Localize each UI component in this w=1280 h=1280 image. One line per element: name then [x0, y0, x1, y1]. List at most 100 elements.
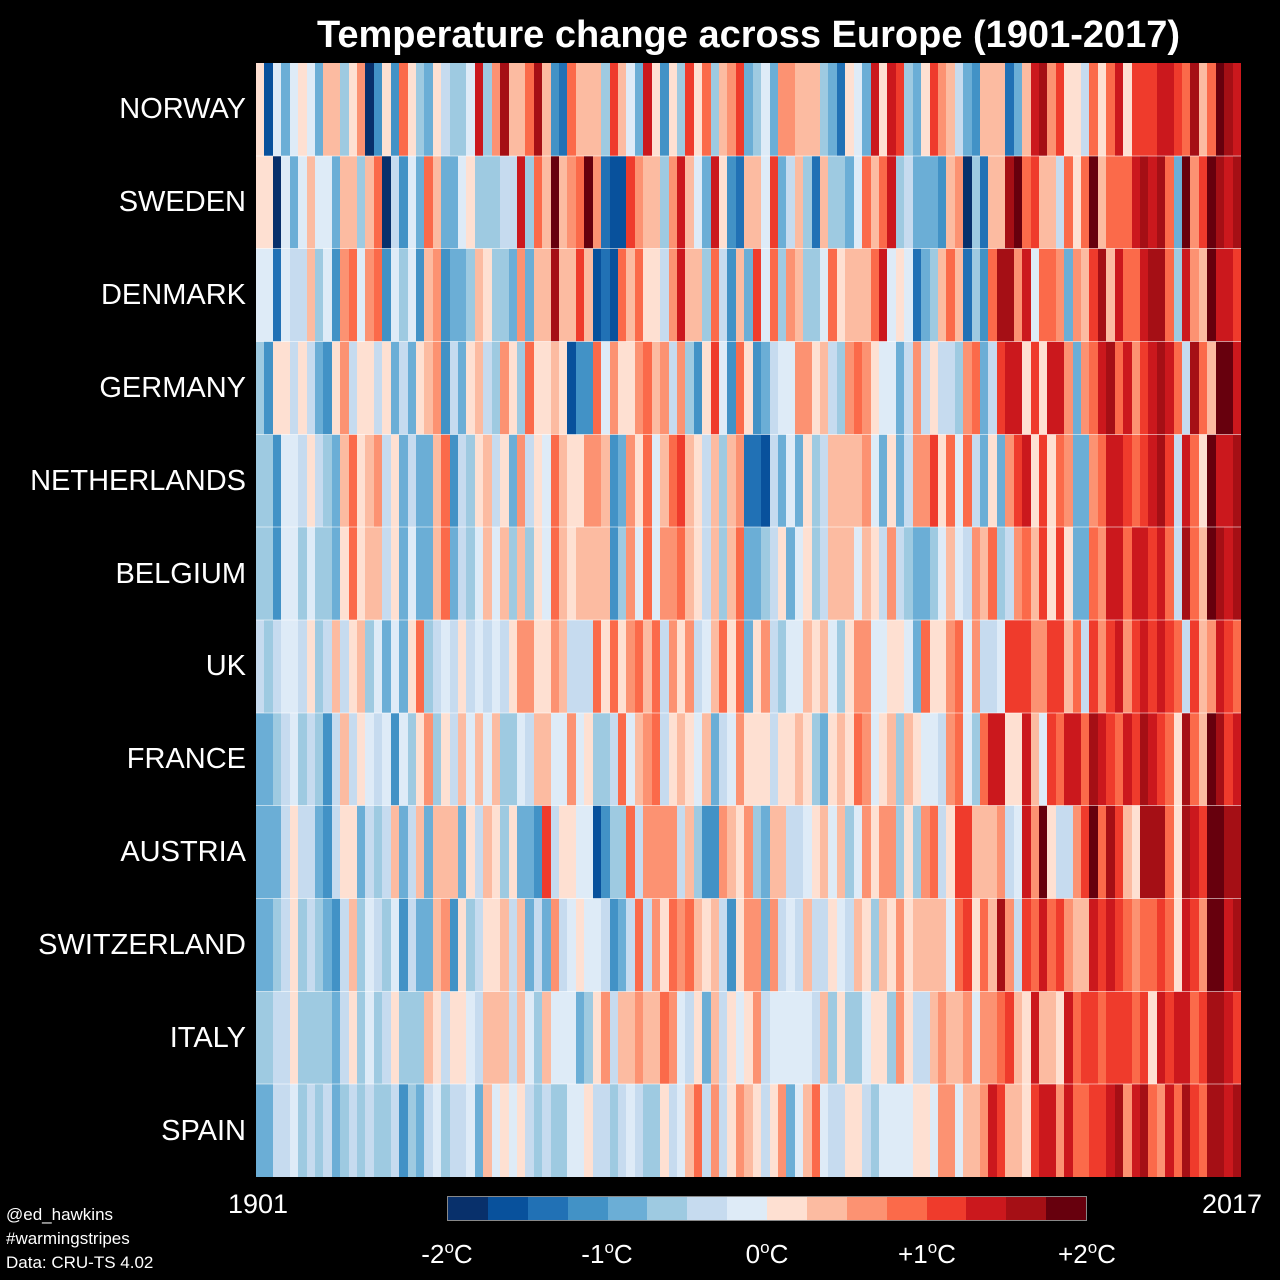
stripe	[803, 341, 812, 435]
stripe	[458, 155, 466, 249]
stripe	[1098, 805, 1106, 899]
stripe	[828, 63, 837, 156]
stripe	[500, 155, 509, 249]
stripe	[1224, 1084, 1233, 1177]
stripe	[887, 805, 896, 899]
stripe	[837, 248, 845, 342]
stripe	[315, 898, 323, 992]
stripe	[534, 434, 542, 528]
stripe	[702, 991, 711, 1085]
stripe	[1148, 248, 1157, 342]
colorbar-swatch	[487, 1197, 528, 1220]
stripe	[433, 620, 441, 713]
country-label: NORWAY	[119, 93, 246, 126]
stripe	[349, 341, 357, 435]
stripe	[1190, 63, 1199, 156]
stripe	[669, 620, 677, 713]
stripe	[1157, 248, 1165, 342]
stripe	[1199, 434, 1207, 528]
stripe	[786, 434, 795, 528]
stripe	[820, 620, 828, 713]
stripe	[349, 63, 357, 156]
stripe	[509, 991, 517, 1085]
stripe	[576, 63, 584, 156]
stripe	[896, 991, 904, 1085]
stripe	[930, 248, 938, 342]
stripe	[1047, 898, 1056, 992]
stripe	[963, 63, 972, 156]
stripe	[525, 341, 534, 435]
stripe	[1123, 155, 1132, 249]
stripe	[1047, 155, 1056, 249]
stripe	[744, 63, 753, 156]
stripe	[610, 63, 618, 156]
stripe	[727, 620, 736, 713]
stripe	[517, 805, 525, 899]
stripe	[357, 805, 365, 899]
stripe	[399, 1084, 408, 1177]
stripe	[828, 248, 837, 342]
stripe	[778, 805, 786, 899]
stripe	[1165, 248, 1174, 342]
stripe	[466, 155, 475, 249]
stripe	[669, 527, 677, 620]
stripe	[567, 712, 576, 806]
stripe	[323, 527, 332, 620]
stripe	[786, 805, 795, 899]
stripe	[1073, 712, 1081, 806]
stripe	[1216, 991, 1224, 1085]
stripe	[803, 63, 812, 156]
stripe	[340, 620, 349, 713]
stripe	[719, 63, 727, 156]
stripe	[500, 712, 509, 806]
stripe	[652, 991, 660, 1085]
stripe	[795, 155, 803, 249]
stripe	[408, 620, 416, 713]
stripe	[281, 805, 290, 899]
stripe	[408, 991, 416, 1085]
stripe	[1056, 712, 1064, 806]
stripe	[1022, 155, 1031, 249]
stripe	[1216, 712, 1224, 806]
stripe	[1216, 434, 1224, 528]
stripe	[1190, 712, 1199, 806]
stripe	[500, 991, 509, 1085]
stripe	[862, 248, 871, 342]
stripe	[374, 63, 382, 156]
stripe	[828, 712, 837, 806]
colorbar-tick-label: -2oC	[421, 1238, 473, 1269]
stripe	[542, 712, 551, 806]
stripe	[349, 434, 357, 528]
stripe	[879, 434, 887, 528]
stripe	[1224, 991, 1233, 1085]
stripe	[433, 155, 441, 249]
stripe	[972, 712, 980, 806]
stripe	[349, 155, 357, 249]
stripe	[315, 341, 323, 435]
stripe	[1224, 248, 1233, 342]
stripe	[938, 991, 946, 1085]
stripe	[424, 898, 433, 992]
country-label: DENMARK	[100, 279, 246, 312]
stripe	[424, 155, 433, 249]
stripe	[610, 434, 618, 528]
stripe	[694, 991, 702, 1085]
stripe	[357, 63, 365, 156]
stripe	[1132, 248, 1140, 342]
stripe	[1157, 63, 1165, 156]
stripe	[1140, 63, 1148, 156]
stripe	[1081, 434, 1089, 528]
stripe	[416, 898, 424, 992]
country-label: ITALY	[169, 1021, 246, 1054]
stripe	[879, 991, 887, 1085]
x-tick-end: 2017	[1202, 1189, 1263, 1219]
stripe	[273, 248, 281, 342]
stripe	[1224, 805, 1233, 899]
stripe	[1182, 434, 1190, 528]
stripe	[711, 1084, 719, 1177]
stripe	[1224, 620, 1233, 713]
stripe	[770, 1084, 778, 1177]
stripe	[879, 527, 887, 620]
stripe	[938, 248, 946, 342]
stripe	[441, 805, 450, 899]
